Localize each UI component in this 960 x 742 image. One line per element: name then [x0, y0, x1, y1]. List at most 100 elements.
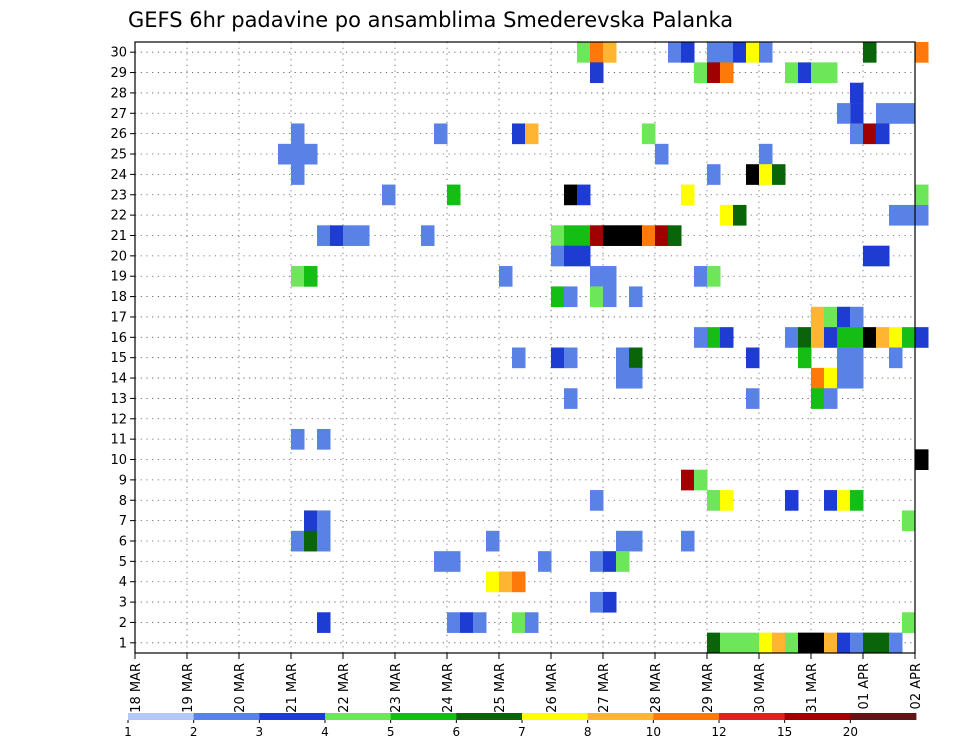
heatmap-cell [824, 490, 838, 511]
y-tick-label: 28 [110, 86, 127, 101]
heatmap-cell [590, 286, 604, 308]
colorbar-label: 8 [584, 725, 592, 739]
heatmap-cell [889, 103, 903, 124]
heatmap-cell [889, 327, 903, 348]
colorbar-segment [653, 713, 720, 720]
heatmap-cell [447, 551, 461, 572]
heatmap-cell [681, 42, 695, 63]
heatmap-cell [850, 632, 864, 654]
heatmap-cell [486, 530, 500, 552]
heatmap-cell [616, 347, 630, 369]
heatmap-cell [915, 42, 929, 63]
heatmap-cell [447, 184, 461, 206]
heatmap-cell [629, 530, 643, 552]
heatmap-cell [759, 143, 773, 165]
heatmap-cell [889, 632, 903, 654]
y-tick-label: 25 [110, 148, 127, 163]
y-tick-label: 29 [110, 66, 127, 81]
heatmap-cell [746, 347, 760, 369]
heatmap-cell [850, 367, 864, 389]
colorbar-label: 20 [843, 725, 858, 739]
y-tick-label: 17 [110, 310, 127, 325]
y-tick-label: 21 [110, 229, 127, 244]
heatmap-cell [317, 428, 331, 450]
heatmap-cell [720, 632, 734, 654]
heatmap-cell [772, 632, 786, 654]
heatmap-cell [382, 184, 396, 206]
heatmap-cell [876, 327, 890, 348]
x-tick-label: 28 MAR [649, 663, 664, 713]
heatmap-cell [798, 347, 812, 369]
heatmap-cell [798, 62, 812, 84]
x-tick-label: 24 MAR [441, 663, 456, 713]
colorbar-segment [259, 713, 326, 720]
heatmap-cell [616, 225, 630, 246]
heatmap-cell [876, 632, 890, 654]
heatmap-cell [694, 327, 708, 348]
heatmap-cell [473, 612, 487, 633]
heatmap-cell [850, 306, 864, 328]
heatmap-cell [876, 103, 890, 124]
heatmap-cell [603, 286, 617, 308]
heatmap-cell [668, 225, 682, 246]
heatmap-cell [499, 571, 513, 593]
heatmap-cell [733, 204, 747, 226]
heatmap-cell [824, 306, 838, 328]
x-tick-label: 19 MAR [181, 663, 196, 713]
y-tick-label: 13 [110, 392, 127, 407]
heatmap-cell [694, 266, 708, 287]
heatmap-cell [577, 184, 591, 206]
heatmap-cell [590, 551, 604, 572]
heatmap-cell [564, 245, 578, 267]
heatmap-cell [551, 347, 565, 369]
heatmap-cell [304, 510, 318, 532]
x-tick-label: 25 MAR [493, 663, 508, 713]
heatmap-cell [720, 327, 734, 348]
heatmap-cell [343, 225, 357, 246]
heatmap-cell [876, 123, 890, 145]
heatmap-cell [629, 286, 643, 308]
heatmap-cell [577, 245, 591, 267]
heatmap-cell [434, 551, 448, 572]
heatmap-cell [681, 469, 695, 491]
heatmap-cell [577, 225, 591, 246]
heatmap-cell [603, 225, 617, 246]
colorbar-segment [850, 713, 917, 720]
heatmap-cell [642, 123, 656, 145]
heatmap-cell [291, 428, 305, 450]
heatmap-cell [616, 551, 630, 572]
colorbar-label: 15 [777, 725, 792, 739]
heatmap-cell [902, 612, 916, 633]
heatmap-cell [590, 225, 604, 246]
heatmap-cell [850, 347, 864, 369]
y-tick-label: 26 [110, 127, 127, 142]
y-tick-label: 8 [119, 494, 127, 509]
heatmap-cell [772, 164, 786, 185]
heatmap-cell [902, 204, 916, 226]
heatmap-cell [681, 530, 695, 552]
colorbar-label: 5 [387, 725, 395, 739]
colorbar: 1 2 3 4 5 6 7 8 10 12 15 20 [124, 713, 917, 739]
heatmap-cell [707, 266, 721, 287]
heatmap-cell [512, 612, 526, 633]
heatmap-cell [304, 266, 318, 287]
heatmap-cell [811, 367, 825, 389]
heatmap-cell [902, 103, 916, 124]
colorbar-segment [784, 713, 851, 720]
heatmap-cell [629, 347, 643, 369]
x-tick-label: 23 MAR [389, 663, 404, 713]
heatmap-cell [486, 571, 500, 593]
heatmap-cell [707, 62, 721, 84]
heatmap-cell [434, 123, 448, 145]
y-tick-label: 27 [110, 107, 127, 122]
heatmap-cell [603, 551, 617, 572]
heatmap-cell [915, 184, 929, 206]
heatmap-cell [902, 510, 916, 532]
y-tick-label: 24 [110, 168, 127, 183]
y-tick-label: 4 [119, 575, 127, 590]
x-tick-label: 02 APR [909, 663, 924, 709]
heatmap-cell [642, 225, 656, 246]
heatmap-cell [707, 42, 721, 63]
heatmap-cell [551, 225, 565, 246]
